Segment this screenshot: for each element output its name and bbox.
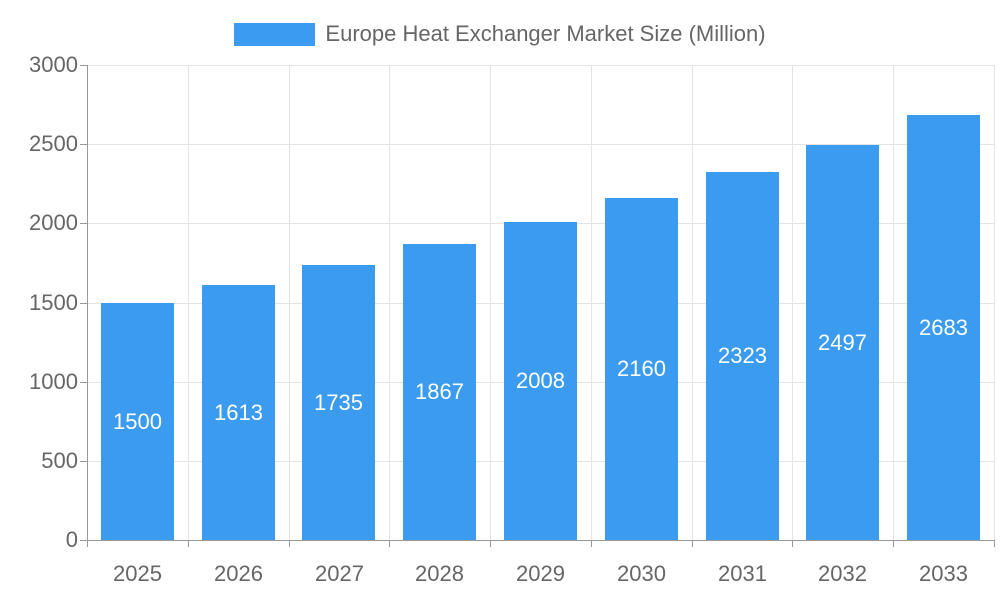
x-axis-label: 2025 bbox=[113, 561, 162, 586]
y-axis-label: 0 bbox=[65, 527, 78, 552]
x-tick bbox=[994, 540, 995, 547]
bar-value-label: 2497 bbox=[818, 329, 867, 355]
x-tick bbox=[490, 540, 491, 547]
x-tick bbox=[289, 540, 290, 547]
h-gridline bbox=[87, 65, 994, 66]
y-tick bbox=[80, 382, 87, 383]
bar[interactable]: 2683 bbox=[907, 115, 980, 540]
y-tick bbox=[80, 540, 87, 541]
legend-item[interactable]: Europe Heat Exchanger Market Size (Milli… bbox=[0, 21, 1000, 47]
y-axis-label: 1000 bbox=[29, 369, 78, 394]
bar[interactable]: 1867 bbox=[403, 244, 476, 540]
bar[interactable]: 1613 bbox=[202, 285, 275, 540]
bar[interactable]: 2497 bbox=[806, 145, 879, 540]
x-axis-label: 2031 bbox=[718, 561, 767, 586]
v-gridline bbox=[994, 65, 995, 540]
x-tick bbox=[87, 540, 88, 547]
bar-value-label: 1735 bbox=[314, 389, 363, 415]
bar-value-label: 2008 bbox=[516, 368, 565, 393]
y-tick bbox=[80, 65, 87, 66]
bar[interactable]: 1500 bbox=[101, 303, 174, 540]
bar-value-label: 2160 bbox=[617, 356, 666, 381]
x-axis-label: 2033 bbox=[919, 561, 968, 586]
y-axis-label: 500 bbox=[41, 448, 78, 473]
x-axis-label: 2027 bbox=[315, 561, 364, 586]
x-axis-line bbox=[87, 540, 994, 541]
bar[interactable]: 1735 bbox=[302, 265, 375, 540]
y-axis-label: 2000 bbox=[29, 210, 78, 235]
bar-value-label: 2323 bbox=[718, 343, 767, 368]
v-gridline bbox=[692, 65, 693, 540]
y-tick bbox=[80, 223, 87, 224]
x-axis-label: 2029 bbox=[516, 561, 565, 586]
bar[interactable]: 2008 bbox=[504, 222, 577, 540]
h-gridline bbox=[87, 144, 994, 145]
x-tick bbox=[591, 540, 592, 547]
v-gridline bbox=[591, 65, 592, 540]
bar[interactable]: 2160 bbox=[605, 198, 678, 540]
y-tick bbox=[80, 461, 87, 462]
v-gridline bbox=[289, 65, 290, 540]
x-tick bbox=[389, 540, 390, 547]
x-axis-label: 2032 bbox=[818, 561, 867, 586]
y-tick bbox=[80, 303, 87, 304]
x-tick bbox=[692, 540, 693, 547]
bar-value-label: 1867 bbox=[415, 379, 464, 404]
y-axis-label: 2500 bbox=[29, 131, 78, 156]
legend-swatch-icon bbox=[234, 22, 316, 46]
x-axis-label: 2026 bbox=[214, 561, 263, 586]
y-axis-label: 3000 bbox=[29, 52, 78, 77]
x-axis-label: 2028 bbox=[415, 561, 464, 586]
y-axis-label: 1500 bbox=[29, 290, 78, 315]
bar-value-label: 1500 bbox=[113, 408, 162, 434]
x-axis-label: 2030 bbox=[617, 561, 666, 586]
bar[interactable]: 2323 bbox=[706, 172, 779, 540]
x-tick bbox=[792, 540, 793, 547]
bar-value-label: 2683 bbox=[919, 314, 968, 340]
bar-value-label: 1613 bbox=[214, 399, 263, 425]
v-gridline bbox=[792, 65, 793, 540]
v-gridline bbox=[490, 65, 491, 540]
v-gridline bbox=[188, 65, 189, 540]
v-gridline bbox=[389, 65, 390, 540]
v-gridline bbox=[893, 65, 894, 540]
x-tick bbox=[893, 540, 894, 547]
legend-label: Europe Heat Exchanger Market Size (Milli… bbox=[325, 21, 766, 46]
y-tick bbox=[80, 144, 87, 145]
y-axis-line bbox=[87, 65, 88, 540]
x-tick bbox=[188, 540, 189, 547]
